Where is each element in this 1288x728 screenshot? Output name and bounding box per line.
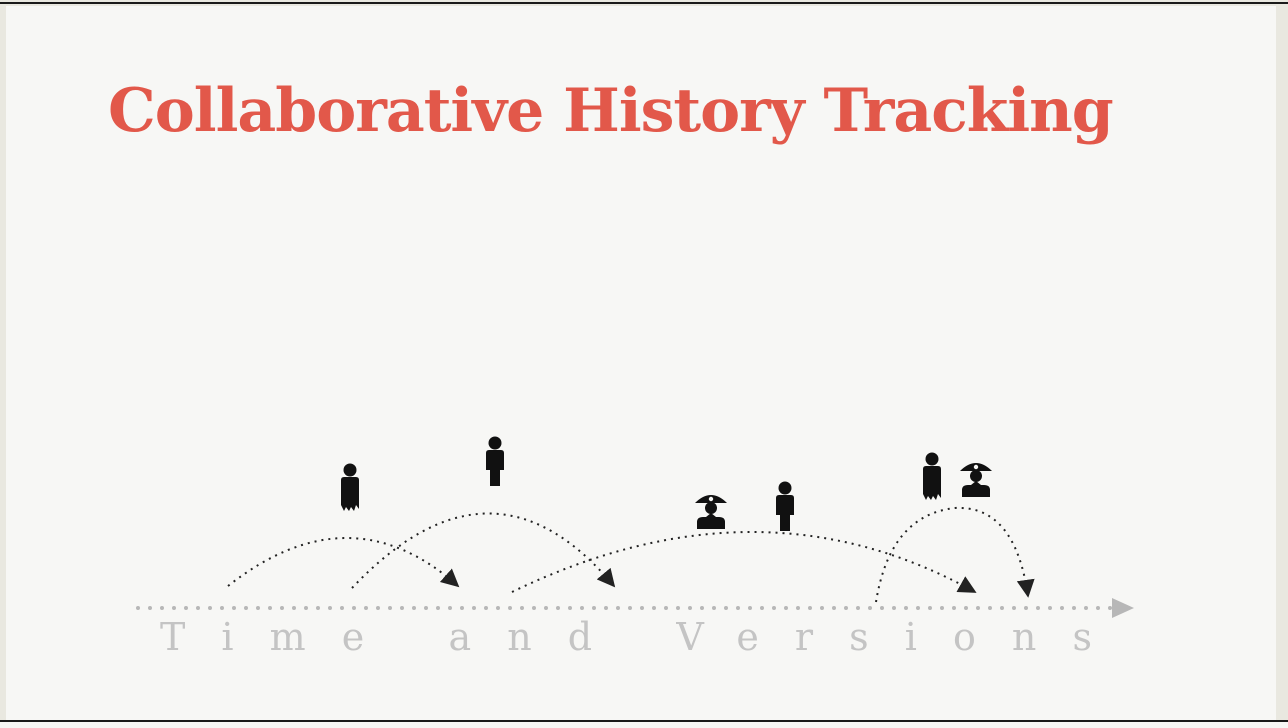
person-icon bbox=[486, 436, 504, 486]
pirate-icon bbox=[695, 495, 727, 529]
slide bbox=[6, 6, 1276, 720]
version-arc bbox=[351, 512, 616, 589]
version-arc bbox=[511, 531, 977, 593]
person-icon bbox=[341, 463, 359, 511]
pirate-icon bbox=[960, 463, 992, 497]
top-border bbox=[0, 2, 1288, 4]
version-arc bbox=[875, 506, 1035, 603]
bottom-band bbox=[0, 722, 1288, 728]
axis-label: Time and Versions bbox=[160, 615, 1092, 659]
person-icon bbox=[923, 452, 941, 500]
version-arc bbox=[227, 537, 460, 588]
person-icon bbox=[776, 481, 794, 531]
timeline-arrowhead bbox=[1112, 598, 1134, 618]
slide-title: Collaborative History Tracking bbox=[108, 76, 1114, 146]
bottom-border bbox=[0, 720, 1288, 722]
